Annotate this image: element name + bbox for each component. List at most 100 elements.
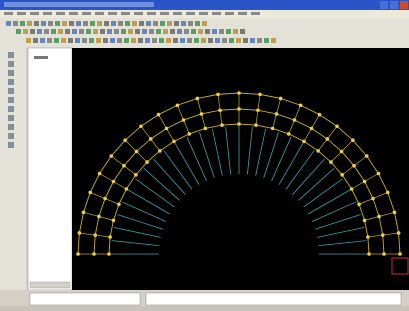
toolbar-button[interactable]	[69, 21, 74, 26]
node[interactable]	[237, 122, 241, 126]
node[interactable]	[123, 138, 127, 142]
toolbar-button[interactable]	[166, 38, 171, 43]
node[interactable]	[329, 160, 333, 164]
minimize-button[interactable]	[380, 1, 388, 9]
menu-item[interactable]	[147, 12, 156, 15]
menu-item[interactable]	[225, 12, 234, 15]
toolbar-button[interactable]	[20, 21, 25, 26]
toolbar-button[interactable]	[145, 38, 150, 43]
toolbar-button[interactable]	[205, 29, 210, 34]
toolbar-button[interactable]	[202, 21, 207, 26]
menu-item[interactable]	[134, 12, 143, 15]
node[interactable]	[76, 252, 80, 256]
toolbar-button[interactable]	[27, 21, 32, 26]
toolbar-button[interactable]	[156, 29, 161, 34]
toolbar-button[interactable]	[40, 38, 45, 43]
toolbar-button[interactable]	[153, 21, 158, 26]
node[interactable]	[112, 219, 116, 223]
node[interactable]	[165, 127, 169, 131]
menu-item[interactable]	[121, 12, 130, 15]
toolbar-button[interactable]	[226, 29, 231, 34]
node[interactable]	[351, 138, 355, 142]
toolbar-button[interactable]	[76, 21, 81, 26]
node[interactable]	[82, 211, 86, 215]
toolbar-button[interactable]	[180, 38, 185, 43]
node[interactable]	[117, 202, 121, 206]
toolbar-button[interactable]	[208, 38, 213, 43]
toolbar-button[interactable]	[170, 29, 175, 34]
menu-item[interactable]	[95, 12, 104, 15]
toolbar-button[interactable]	[191, 29, 196, 34]
node[interactable]	[112, 180, 116, 184]
node[interactable]	[97, 215, 101, 219]
toolbar-button[interactable]	[47, 38, 52, 43]
toolbar-button[interactable]	[55, 21, 60, 26]
toolbar-button[interactable]	[159, 38, 164, 43]
toolbar-button[interactable]	[93, 29, 98, 34]
node[interactable]	[88, 191, 92, 195]
toolbar-button[interactable]	[195, 21, 200, 26]
node[interactable]	[371, 197, 375, 201]
node[interactable]	[158, 149, 162, 153]
menu-item[interactable]	[56, 12, 65, 15]
node[interactable]	[340, 173, 344, 177]
toolbar-button[interactable]	[51, 29, 56, 34]
menu-item[interactable]	[43, 12, 52, 15]
node[interactable]	[393, 211, 397, 215]
node[interactable]	[365, 154, 369, 158]
node[interactable]	[256, 108, 260, 112]
toolbar-button[interactable]	[229, 38, 234, 43]
toolbar-button[interactable]	[240, 29, 245, 34]
menu-item[interactable]	[199, 12, 208, 15]
toolbar-button[interactable]	[219, 29, 224, 34]
toolbar-button[interactable]	[149, 29, 154, 34]
toolbar-button[interactable]	[30, 29, 35, 34]
node[interactable]	[310, 127, 314, 131]
toolbar-button[interactable]	[48, 21, 53, 26]
toolbar-button[interactable]	[138, 38, 143, 43]
tool-button[interactable]	[8, 115, 14, 121]
node[interactable]	[107, 252, 111, 256]
toolbar-button[interactable]	[111, 21, 116, 26]
tool-button[interactable]	[8, 133, 14, 139]
node[interactable]	[377, 172, 381, 176]
menu-item[interactable]	[251, 12, 260, 15]
toolbar-button[interactable]	[177, 29, 182, 34]
toolbar-button[interactable]	[65, 29, 70, 34]
node[interactable]	[187, 132, 191, 136]
toolbar-button[interactable]	[257, 38, 262, 43]
tool-button[interactable]	[8, 52, 14, 58]
toolbar-button[interactable]	[142, 29, 147, 34]
node[interactable]	[204, 127, 208, 131]
node[interactable]	[78, 231, 82, 235]
node[interactable]	[139, 124, 143, 128]
node[interactable]	[134, 173, 138, 177]
toolbar-button[interactable]	[72, 29, 77, 34]
panel-tabs[interactable]	[30, 282, 70, 288]
node[interactable]	[196, 97, 200, 101]
node[interactable]	[275, 112, 279, 116]
node[interactable]	[357, 202, 361, 206]
node[interactable]	[386, 191, 390, 195]
toolbar-button[interactable]	[62, 21, 67, 26]
toolbar-button[interactable]	[89, 38, 94, 43]
node[interactable]	[237, 107, 241, 111]
toolbar-button[interactable]	[90, 21, 95, 26]
toolbar-button[interactable]	[100, 29, 105, 34]
toolbar-button[interactable]	[6, 21, 11, 26]
toolbar-button[interactable]	[97, 21, 102, 26]
node[interactable]	[382, 252, 386, 256]
node[interactable]	[182, 118, 186, 122]
toolbar-button[interactable]	[37, 29, 42, 34]
toolbar-button[interactable]	[184, 29, 189, 34]
node[interactable]	[108, 235, 112, 239]
toolbar-button[interactable]	[16, 29, 21, 34]
toolbar-button[interactable]	[68, 38, 73, 43]
toolbar-button[interactable]	[167, 21, 172, 26]
node[interactable]	[293, 118, 297, 122]
toolbar-button[interactable]	[125, 21, 130, 26]
close-button[interactable]	[400, 1, 408, 9]
tool-button[interactable]	[8, 61, 14, 67]
node[interactable]	[145, 160, 149, 164]
toolbar-button[interactable]	[181, 21, 186, 26]
